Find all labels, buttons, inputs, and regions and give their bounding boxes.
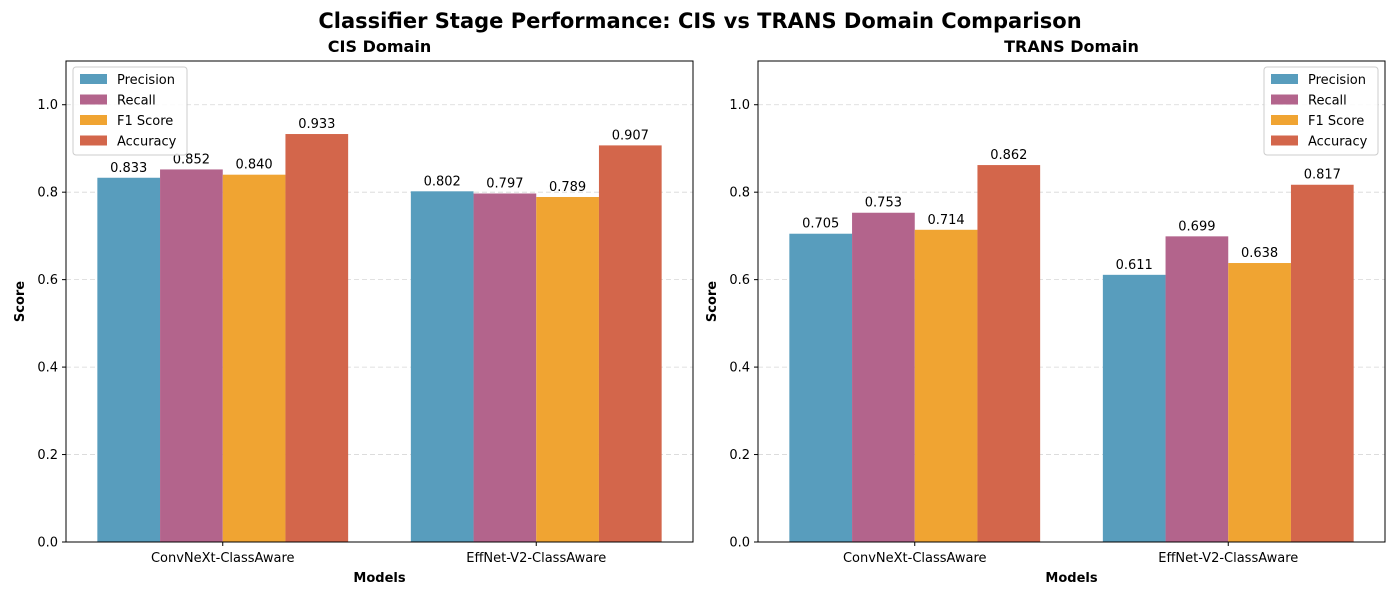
bar-recall [1165, 236, 1229, 542]
x-tick-label: ConvNeXt-ClassAware [151, 551, 295, 566]
plot-frame [757, 60, 1386, 543]
legend-swatch-precision [80, 74, 107, 84]
y-axis-label: Score [13, 281, 28, 322]
figure-title: Classifier Stage Performance: CIS vs TRA… [318, 9, 1081, 33]
y-tick-label: 0.8 [729, 186, 750, 201]
data-label-recall: 0.699 [1178, 219, 1215, 234]
legend-label-accuracy: Accuracy [117, 135, 177, 150]
plot-frame [65, 60, 694, 543]
data-label-f1-score: 0.840 [235, 158, 272, 173]
data-label-precision: 0.802 [424, 174, 461, 189]
data-label-accuracy: 0.907 [612, 128, 649, 143]
panel-title: TRANS Domain [1004, 37, 1139, 56]
legend-label-accuracy: Accuracy [1308, 135, 1368, 150]
legend-swatch-f1-score [1271, 115, 1298, 125]
legend-swatch-recall [80, 94, 107, 105]
legend-swatch-recall [1271, 94, 1298, 105]
legend-box [72, 66, 188, 156]
y-tick-label: 0.4 [37, 361, 58, 376]
data-label-precision: 0.705 [802, 217, 839, 232]
bar-accuracy [285, 134, 349, 543]
bar-precision [97, 177, 161, 542]
y-tick-label: 0.4 [729, 361, 750, 376]
data-label-recall: 0.852 [173, 152, 210, 167]
legend-swatch-f1-score [80, 115, 107, 125]
legend-box [1263, 66, 1379, 156]
bar-f1-score [1228, 263, 1291, 542]
y-tick-label: 0.2 [729, 448, 750, 463]
bar-accuracy [977, 165, 1041, 542]
y-tick-label: 0.0 [729, 536, 750, 551]
bar-recall [473, 193, 537, 542]
bar-precision [1102, 274, 1166, 542]
legend-label-f1-score: F1 Score [1308, 114, 1364, 129]
data-label-precision: 0.833 [110, 161, 147, 176]
data-label-recall: 0.753 [865, 196, 902, 211]
x-tick-label: ConvNeXt-ClassAware [843, 551, 987, 566]
y-tick-label: 0.6 [37, 273, 58, 288]
legend: Precision Recall F1 Score Accuracy [1263, 66, 1379, 156]
data-label-f1-score: 0.714 [927, 213, 964, 228]
bar-precision [789, 233, 853, 543]
data-label-accuracy: 0.817 [1304, 168, 1341, 183]
data-label-f1-score: 0.638 [1241, 246, 1278, 261]
y-axis-label: Score [705, 281, 720, 322]
legend: Precision Recall F1 Score Accuracy [72, 66, 188, 156]
y-tick-label: 1.0 [37, 98, 58, 113]
data-label-accuracy: 0.862 [990, 148, 1027, 163]
y-tick-label: 0.8 [37, 186, 58, 201]
data-label-precision: 0.611 [1116, 258, 1153, 273]
y-tick-label: 1.0 [729, 98, 750, 113]
legend-swatch-accuracy [1271, 135, 1298, 146]
legend-label-recall: Recall [117, 94, 156, 109]
legend-label-f1-score: F1 Score [117, 114, 173, 129]
legend-swatch-precision [1271, 74, 1298, 84]
chart-panel-1: CIS Domain 0.833 0.802 0.852 0.797 0.840 0.789… [13, 37, 694, 586]
legend-swatch-accuracy [80, 135, 107, 146]
bar-accuracy [598, 145, 662, 543]
y-tick-label: 0.2 [37, 448, 58, 463]
y-tick-label: 0.0 [37, 536, 58, 551]
bar-recall [160, 169, 223, 542]
bar-f1-score [536, 196, 599, 542]
bar-f1-score [914, 229, 978, 542]
legend-label-precision: Precision [1308, 73, 1366, 88]
data-label-f1-score: 0.789 [549, 180, 586, 195]
x-axis-label: Models [353, 571, 405, 586]
legend-label-recall: Recall [1308, 94, 1347, 109]
bar-precision [410, 191, 474, 543]
data-label-recall: 0.797 [486, 176, 523, 191]
x-tick-label: EffNet-V2-ClassAware [1158, 551, 1298, 566]
bar-f1-score [222, 174, 286, 542]
x-axis-label: Models [1045, 571, 1097, 586]
data-label-accuracy: 0.933 [298, 117, 335, 132]
bar-recall [852, 212, 915, 542]
y-tick-label: 0.6 [729, 273, 750, 288]
x-tick-label: EffNet-V2-ClassAware [466, 551, 606, 566]
panel-title: CIS Domain [328, 37, 431, 56]
bar-accuracy [1290, 184, 1354, 543]
chart-panel-2: TRANS Domain 0.705 0.611 0.753 0.699 0.714 0.6… [705, 37, 1386, 586]
legend-label-precision: Precision [117, 73, 175, 88]
